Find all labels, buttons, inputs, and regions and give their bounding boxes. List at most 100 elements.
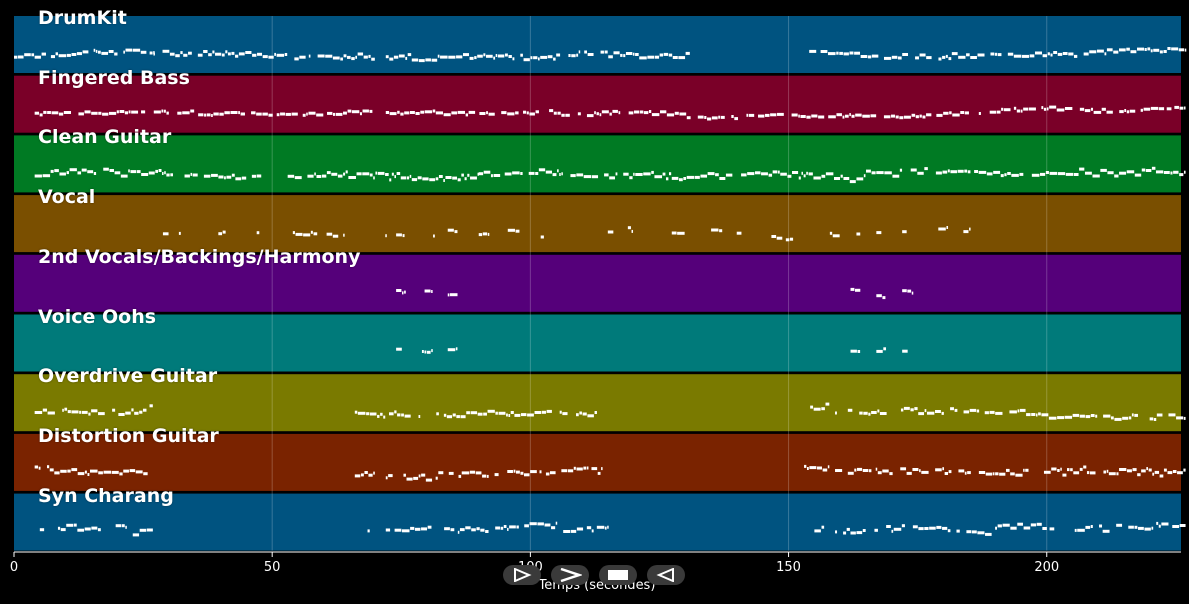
note-mark xyxy=(591,175,599,179)
note-mark xyxy=(325,54,333,58)
note-mark xyxy=(1153,48,1160,52)
note-mark xyxy=(1090,107,1094,111)
back-button[interactable] xyxy=(647,565,685,585)
note-mark xyxy=(816,466,822,470)
note-mark xyxy=(891,55,898,59)
note-mark xyxy=(1034,51,1042,55)
note-mark xyxy=(1167,471,1173,475)
note-mark xyxy=(949,111,952,115)
note-mark xyxy=(1132,468,1137,472)
note-mark xyxy=(487,232,490,236)
note-mark xyxy=(458,474,462,478)
note-mark xyxy=(424,110,433,114)
note-mark xyxy=(166,173,170,177)
note-mark xyxy=(633,172,635,176)
note-mark xyxy=(66,523,74,527)
note-mark xyxy=(936,525,942,529)
note-mark xyxy=(66,171,69,175)
note-mark xyxy=(478,233,483,237)
note-mark xyxy=(719,229,723,233)
note-mark xyxy=(389,112,397,116)
forward-button[interactable] xyxy=(551,565,589,585)
note-mark xyxy=(240,112,245,116)
note-mark xyxy=(978,471,986,474)
note-mark xyxy=(1017,522,1023,526)
note-mark xyxy=(101,51,109,55)
note-mark xyxy=(520,53,523,57)
note-mark xyxy=(893,527,902,531)
note-mark xyxy=(1016,109,1021,113)
note-mark xyxy=(188,51,192,55)
note-mark xyxy=(1179,173,1184,177)
note-mark xyxy=(663,52,669,56)
note-mark xyxy=(351,110,360,114)
note-mark xyxy=(964,111,969,115)
note-mark xyxy=(526,111,529,115)
note-mark xyxy=(457,178,461,182)
note-mark xyxy=(1176,416,1184,420)
note-mark xyxy=(914,407,918,411)
note-mark xyxy=(1047,52,1050,56)
note-mark xyxy=(435,476,438,480)
note-mark xyxy=(332,234,339,238)
note-mark xyxy=(363,55,368,59)
note-mark xyxy=(827,465,830,469)
note-mark xyxy=(235,54,239,58)
note-mark xyxy=(809,49,817,53)
note-mark xyxy=(76,52,82,56)
note-mark xyxy=(116,110,119,114)
note-mark xyxy=(847,408,853,412)
note-mark xyxy=(1179,524,1186,527)
stop-button[interactable] xyxy=(599,565,637,585)
note-mark xyxy=(1003,108,1011,112)
note-mark xyxy=(967,471,971,475)
note-mark xyxy=(1090,414,1095,417)
note-mark xyxy=(1145,169,1152,172)
note-mark xyxy=(1179,106,1184,110)
note-mark xyxy=(455,347,458,351)
note-mark xyxy=(1166,107,1172,111)
note-mark xyxy=(918,412,925,416)
note-mark xyxy=(1114,174,1119,178)
note-mark xyxy=(924,167,928,171)
note-mark xyxy=(64,407,68,411)
note-mark xyxy=(226,175,232,179)
note-mark xyxy=(1067,468,1070,472)
note-mark xyxy=(994,52,998,56)
note-mark xyxy=(960,111,965,114)
note-mark xyxy=(957,169,964,173)
note-mark xyxy=(404,111,410,115)
note-mark xyxy=(155,169,158,173)
note-mark xyxy=(316,175,322,178)
note-mark xyxy=(62,408,64,412)
note-mark xyxy=(668,53,673,57)
note-mark xyxy=(635,53,639,56)
note-mark xyxy=(367,529,370,533)
note-mark xyxy=(850,349,857,353)
note-mark xyxy=(770,113,777,117)
play-button[interactable] xyxy=(503,565,541,585)
note-mark xyxy=(123,469,129,473)
note-mark xyxy=(404,414,411,418)
note-mark xyxy=(686,175,694,179)
note-mark xyxy=(586,114,594,118)
note-mark xyxy=(1093,110,1102,114)
track-label: Overdrive Guitar xyxy=(38,365,218,388)
note-mark xyxy=(1007,172,1011,175)
note-mark xyxy=(678,178,683,182)
note-mark xyxy=(355,55,358,59)
note-mark xyxy=(1144,48,1147,51)
note-mark xyxy=(394,528,402,532)
note-mark xyxy=(421,473,426,477)
note-mark xyxy=(486,474,489,478)
note-mark xyxy=(835,530,838,534)
note-mark xyxy=(924,409,927,413)
note-mark xyxy=(1158,524,1161,528)
note-mark xyxy=(971,530,977,534)
note-mark xyxy=(951,52,958,56)
note-mark xyxy=(161,109,164,113)
note-mark xyxy=(17,55,24,59)
note-mark xyxy=(800,115,806,118)
note-mark xyxy=(1141,168,1146,172)
